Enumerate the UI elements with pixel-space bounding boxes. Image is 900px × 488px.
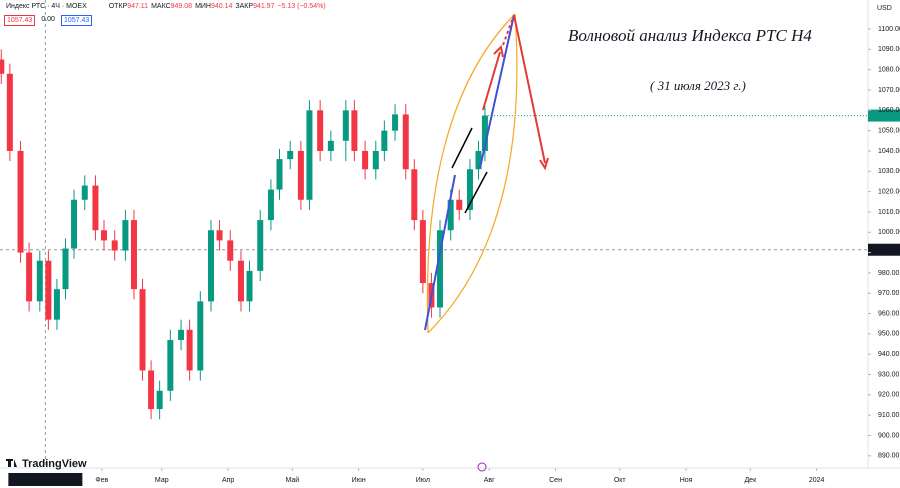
y-tick-label: 1020.00 xyxy=(878,188,900,195)
y-tick-label: 950.00 xyxy=(878,331,900,338)
y-tick-label: 990.00 xyxy=(878,249,900,256)
x-tick-label: Авг xyxy=(484,477,495,484)
ohlc-value: 947.11 xyxy=(127,3,149,10)
y-tick-label: 1090.00 xyxy=(878,46,900,53)
x-tick-label: Сен xyxy=(549,477,562,484)
y-tick-label: 1060.00 xyxy=(878,107,900,114)
y-tick-label: 1040.00 xyxy=(878,148,900,155)
y-tick-label: 1000.00 xyxy=(878,229,900,236)
y-tick-label: 1070.00 xyxy=(878,87,900,94)
x-tick-label: Дек xyxy=(744,477,757,484)
x-tick-label: Май xyxy=(285,476,299,484)
candle-body xyxy=(0,59,5,74)
value-boxes: 1057.43 0.00 1057.43 xyxy=(4,15,93,26)
chart-title: Волновой анализ Индекса РТС H4 xyxy=(568,26,812,45)
x-tick-label: Июн xyxy=(352,477,366,484)
value-box: 0.00 xyxy=(41,16,55,23)
value-box: 1057.43 xyxy=(60,15,93,26)
currency: USD xyxy=(877,5,892,12)
y-tick-label: 930.00 xyxy=(878,371,900,378)
drawing-curve xyxy=(426,13,516,334)
x-tick-label: Апр xyxy=(222,477,234,484)
header: Индекс РТС · 4Ч · MOEX ОТКР947.11 МАКС949… xyxy=(6,3,329,10)
ohlc-value: 949.08 xyxy=(170,3,193,10)
x-tick-label: Мар xyxy=(155,477,169,484)
x-tick-label: Ноя xyxy=(680,477,693,484)
change: −5.13 (−0.54%) xyxy=(277,3,326,10)
last-price-tag xyxy=(868,109,900,122)
y-tick-label: 1010.00 xyxy=(878,209,900,216)
value-box: 1057.43 xyxy=(4,15,36,26)
drawing-arrow xyxy=(502,14,515,46)
y-tick-label: 960.00 xyxy=(878,310,900,317)
y-tick-label: 900.00 xyxy=(878,432,900,439)
drawing-curve xyxy=(427,13,518,334)
y-tick-label: 910.00 xyxy=(878,412,900,419)
chart-subtitle: ( 31 июля 2023 г.) xyxy=(650,78,746,93)
ohlc-value: 940.14 xyxy=(210,3,233,10)
y-tick-label: 980.00 xyxy=(878,270,900,277)
drawing-arrow xyxy=(482,14,546,164)
drawing-line xyxy=(451,127,488,214)
x-tick-label: Фев xyxy=(95,477,108,484)
crosshair-tag xyxy=(868,243,900,256)
ohlc-label: ОТКР xyxy=(108,3,128,10)
logo-icon xyxy=(6,459,17,467)
y-tick-label: 1050.00 xyxy=(878,128,900,135)
x-tick-label: Июл xyxy=(416,477,430,484)
arrow-head xyxy=(493,44,549,171)
ohlc-label: МАКС xyxy=(151,3,171,10)
y-tick-label: 890.00 xyxy=(878,453,900,460)
y-tick-label: 920.00 xyxy=(878,392,900,399)
x-tick-label: Окт xyxy=(614,477,627,484)
y-tick-label: 1100.00 xyxy=(878,26,900,33)
ohlc-value: 941.97 xyxy=(253,3,275,10)
ohlc-label: МИН xyxy=(195,3,211,10)
y-tick-label: 1030.00 xyxy=(878,168,900,175)
logo: TradingView xyxy=(22,458,87,470)
crosshair-tag xyxy=(8,473,83,486)
ohlc-label: ЗАКР xyxy=(235,3,254,10)
y-tick-label: 1080.00 xyxy=(878,67,900,74)
x-tick-label: 2024 xyxy=(809,477,825,484)
event-icon xyxy=(477,462,487,472)
symbol: Индекс РТС · 4Ч · MOEX xyxy=(6,3,87,10)
y-tick-label: 940.00 xyxy=(878,351,900,358)
y-tick-label: 970.00 xyxy=(878,290,900,297)
drawing-line xyxy=(424,14,515,331)
